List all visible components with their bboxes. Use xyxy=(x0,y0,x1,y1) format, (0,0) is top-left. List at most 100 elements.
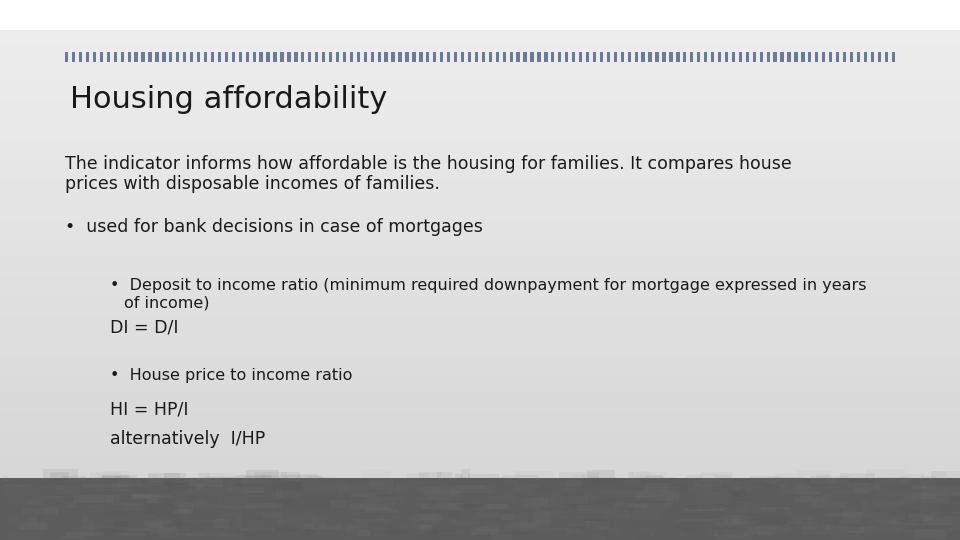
Bar xyxy=(0,91,960,93)
Bar xyxy=(950,505,960,509)
Bar xyxy=(267,52,270,62)
Bar xyxy=(218,52,221,62)
Bar xyxy=(628,487,658,496)
Bar xyxy=(174,480,180,484)
Bar xyxy=(876,477,911,484)
Bar xyxy=(593,532,605,539)
Bar xyxy=(567,526,597,530)
Bar xyxy=(343,52,347,62)
Bar xyxy=(145,531,152,539)
Bar xyxy=(763,484,778,488)
Bar xyxy=(108,509,114,516)
Bar xyxy=(84,516,92,524)
Bar xyxy=(843,508,852,517)
Bar xyxy=(766,477,797,484)
Bar xyxy=(236,532,249,537)
Bar xyxy=(690,52,693,62)
Bar xyxy=(741,513,770,521)
Bar xyxy=(387,525,401,535)
Bar xyxy=(753,52,756,62)
Bar xyxy=(888,496,903,502)
Bar xyxy=(0,291,960,293)
Bar xyxy=(398,519,404,523)
Bar xyxy=(12,503,35,508)
Bar xyxy=(369,479,393,486)
Bar xyxy=(0,360,960,361)
Bar xyxy=(181,519,221,522)
Bar xyxy=(169,52,173,62)
Bar xyxy=(0,179,960,181)
Bar xyxy=(645,483,668,492)
Bar xyxy=(827,514,854,519)
Bar xyxy=(278,510,308,512)
Bar xyxy=(0,255,960,257)
Bar xyxy=(283,497,317,499)
Bar xyxy=(516,52,519,62)
Bar xyxy=(906,529,938,537)
Bar xyxy=(0,452,960,454)
Bar xyxy=(433,494,444,501)
Bar xyxy=(396,484,409,493)
Bar xyxy=(892,52,895,62)
Bar xyxy=(713,519,747,525)
Bar xyxy=(475,512,500,518)
Bar xyxy=(0,322,960,324)
Bar xyxy=(129,516,136,522)
Bar xyxy=(0,267,960,269)
Bar xyxy=(209,482,236,486)
Bar xyxy=(126,527,163,532)
Bar xyxy=(560,496,588,504)
Bar xyxy=(0,124,960,126)
Bar xyxy=(349,52,353,62)
Bar xyxy=(361,469,392,479)
Bar xyxy=(82,484,119,488)
Bar xyxy=(0,46,960,48)
Bar xyxy=(923,485,959,495)
Bar xyxy=(83,515,87,521)
Bar xyxy=(177,524,194,534)
Bar xyxy=(684,507,702,512)
Bar xyxy=(298,475,319,480)
Bar xyxy=(781,484,803,494)
Bar xyxy=(677,529,684,536)
Bar xyxy=(102,471,131,478)
Bar xyxy=(852,483,870,490)
Bar xyxy=(119,531,151,537)
Bar xyxy=(937,530,960,538)
Bar xyxy=(627,495,651,499)
Bar xyxy=(183,493,195,502)
Bar xyxy=(483,524,500,531)
Bar xyxy=(861,526,898,530)
Bar xyxy=(0,454,960,456)
Bar xyxy=(0,190,960,191)
Bar xyxy=(0,225,960,227)
Bar xyxy=(874,522,893,529)
Bar xyxy=(228,529,243,538)
Bar xyxy=(746,487,776,490)
Bar xyxy=(197,52,201,62)
Bar xyxy=(670,484,677,488)
Bar xyxy=(904,530,940,532)
Bar xyxy=(269,533,295,538)
Bar xyxy=(357,523,369,528)
Bar xyxy=(0,168,960,171)
Bar xyxy=(0,469,960,470)
Bar xyxy=(871,52,874,62)
Bar xyxy=(885,525,895,535)
Bar xyxy=(0,183,960,185)
Bar xyxy=(329,497,351,500)
Bar xyxy=(558,516,584,518)
Bar xyxy=(879,495,919,504)
Bar xyxy=(195,488,219,497)
Bar xyxy=(861,502,868,510)
Bar xyxy=(566,531,593,534)
Bar xyxy=(244,476,265,483)
Bar xyxy=(37,496,61,498)
Bar xyxy=(83,477,120,485)
Bar xyxy=(0,284,960,285)
Bar xyxy=(717,522,751,532)
Bar xyxy=(853,502,889,507)
Bar xyxy=(756,526,780,529)
Bar xyxy=(0,304,960,306)
Bar xyxy=(270,491,300,499)
